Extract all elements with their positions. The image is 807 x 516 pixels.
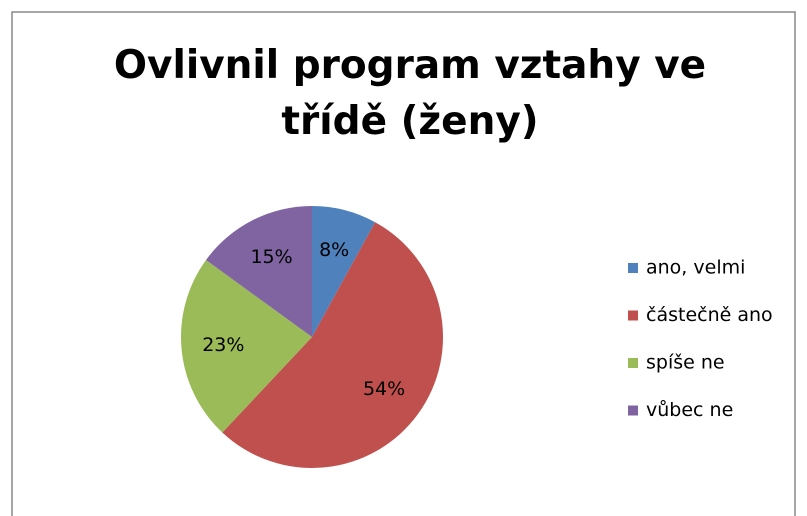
legend-swatch	[628, 405, 638, 416]
legend-label: ano, velmi	[646, 257, 745, 279]
pie-slice	[312, 206, 376, 337]
pie-slice	[180, 260, 312, 433]
legend-label: vůbec ne	[646, 399, 733, 421]
data-label: 23%	[202, 334, 244, 356]
legend-swatch	[628, 310, 638, 321]
data-label: 8%	[319, 239, 349, 261]
data-label: 15%	[250, 246, 292, 268]
legend-swatch	[628, 358, 638, 368]
pie-slice	[206, 206, 312, 337]
pie-slice	[222, 222, 443, 468]
legend-label: částečně ano	[646, 304, 773, 326]
data-label: 54%	[363, 378, 405, 400]
chart-title: Ovlivnil program vztahy ve třídě (ženy)	[113, 43, 707, 144]
legend-label: spíše ne	[646, 352, 725, 374]
legend-swatch	[628, 263, 638, 273]
